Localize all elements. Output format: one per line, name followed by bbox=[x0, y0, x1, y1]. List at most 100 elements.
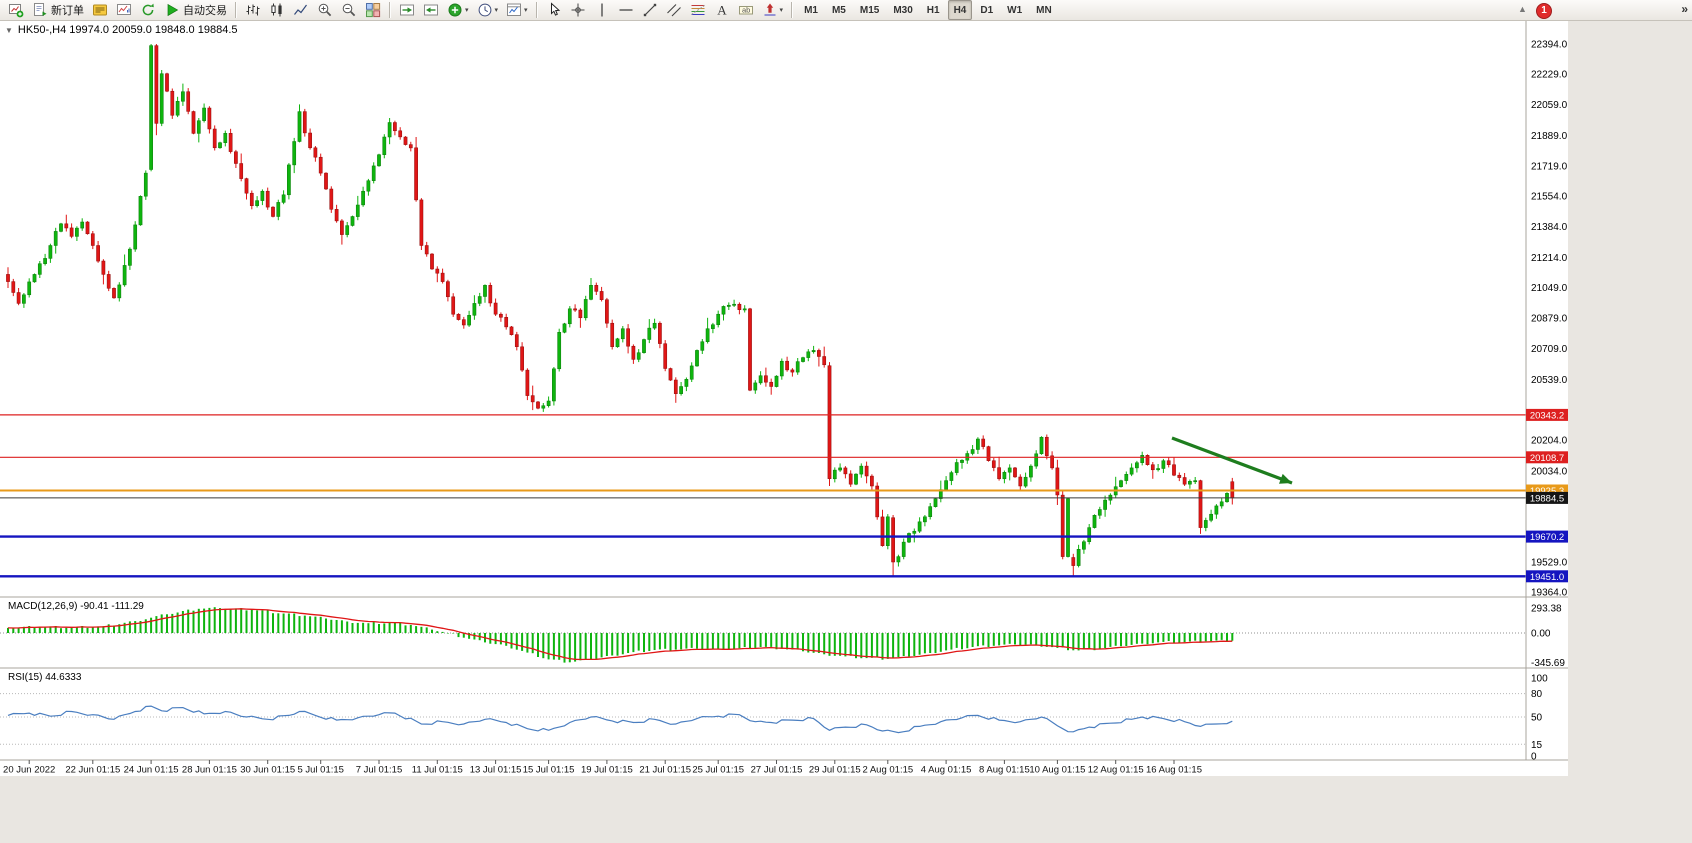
notification-badge[interactable]: 1 bbox=[1536, 3, 1552, 19]
templates-button[interactable]: ▾ bbox=[503, 0, 531, 20]
timeframe-w1-button[interactable]: W1 bbox=[1001, 0, 1028, 20]
svg-text:21889.0: 21889.0 bbox=[1531, 131, 1568, 142]
svg-text:19364.0: 19364.0 bbox=[1531, 588, 1568, 599]
timeframe-h4-button-label: H4 bbox=[953, 4, 967, 16]
crosshair-icon bbox=[570, 2, 586, 18]
channel-button[interactable] bbox=[663, 0, 685, 20]
svg-text:15: 15 bbox=[1531, 740, 1543, 751]
svg-text:-345.69: -345.69 bbox=[1531, 658, 1565, 669]
svg-text:19884.5: 19884.5 bbox=[1530, 493, 1564, 504]
autotrading-button[interactable]: 自动交易 bbox=[161, 0, 230, 20]
svg-text:0: 0 bbox=[1531, 752, 1537, 763]
zoom-out-button[interactable] bbox=[338, 0, 360, 20]
auto-scroll-button[interactable] bbox=[396, 0, 418, 20]
chart-canvas[interactable]: 22394.0 22229.0 22059.0 21889.0 21719.0 21554… bbox=[0, 21, 1568, 776]
svg-text:22059.0: 22059.0 bbox=[1531, 100, 1568, 111]
text-button[interactable]: A bbox=[711, 0, 733, 20]
time-axis-labels[interactable]: 20 Jun 2022 22 Jun 01:15 24 Jun 01:15 28 Ju… bbox=[3, 760, 1202, 776]
svg-text:27 Jul 01:15: 27 Jul 01:15 bbox=[751, 765, 803, 776]
svg-text:25 Jul 01:15: 25 Jul 01:15 bbox=[692, 765, 744, 776]
trendline-button[interactable] bbox=[639, 0, 661, 20]
workspace-empty-area-bottom bbox=[0, 776, 1568, 843]
timeframe-m15-button[interactable]: M15 bbox=[854, 0, 885, 20]
tile-windows-button[interactable] bbox=[362, 0, 384, 20]
cursor-button[interactable] bbox=[543, 0, 565, 20]
dropdown-caret-icon[interactable]: ▾ bbox=[779, 7, 784, 14]
metaeditor-button[interactable] bbox=[89, 0, 111, 20]
timeframe-mn-button[interactable]: MN bbox=[1030, 0, 1058, 20]
candlestick-chart-button[interactable] bbox=[266, 0, 288, 20]
svg-text:19 Jul 01:15: 19 Jul 01:15 bbox=[581, 765, 633, 776]
refresh-button[interactable] bbox=[137, 0, 159, 20]
chart-window: 22394.0 22229.0 22059.0 21889.0 21719.0 21554… bbox=[0, 21, 1568, 776]
price-level-lines bbox=[0, 414, 1526, 578]
toolbar-overflow-chevron-icon[interactable]: » bbox=[1681, 2, 1688, 16]
new-order-button[interactable]: 新订单 bbox=[29, 0, 87, 20]
svg-text:19451.0: 19451.0 bbox=[1530, 572, 1564, 583]
market-watch-button[interactable] bbox=[113, 0, 135, 20]
svg-text:22394.0: 22394.0 bbox=[1531, 40, 1568, 51]
periods-button[interactable]: ▾ bbox=[474, 0, 502, 20]
rsi-level-lines bbox=[0, 693, 1526, 745]
timeframe-h1-button[interactable]: H1 bbox=[921, 0, 946, 20]
template-icon bbox=[506, 2, 522, 18]
fibonacci-icon bbox=[690, 2, 706, 18]
market-watch-icon bbox=[116, 2, 132, 18]
indicators-button[interactable]: ▾ bbox=[444, 0, 472, 20]
timeframe-d1-button-label: D1 bbox=[980, 4, 994, 16]
timeframe-m30-button[interactable]: M30 bbox=[887, 0, 918, 20]
timeframe-m1-button[interactable]: M1 bbox=[798, 0, 824, 20]
line-chart-button[interactable] bbox=[290, 0, 312, 20]
timeframe-h4-button[interactable]: H4 bbox=[947, 0, 973, 20]
alert-arrow-icon[interactable]: ▲ bbox=[1518, 4, 1527, 14]
autotrading-icon bbox=[164, 2, 180, 18]
timeframe-m5-button[interactable]: M5 bbox=[826, 0, 852, 20]
timeframe-m15-button-label: M15 bbox=[859, 4, 880, 16]
new-order-button-label: 新订单 bbox=[51, 5, 84, 17]
workspace-empty-area bbox=[1568, 21, 1692, 843]
crosshair-button[interactable] bbox=[567, 0, 589, 20]
trend-arrow-head bbox=[1279, 473, 1292, 484]
zoom-in-button[interactable] bbox=[314, 0, 336, 20]
chart-title: HK50-,H4 19974.0 20059.0 19848.0 19884.5 bbox=[17, 24, 238, 36]
svg-text:28 Jun 01:15: 28 Jun 01:15 bbox=[182, 765, 237, 776]
pane-separators[interactable] bbox=[0, 21, 1568, 761]
arrows-button[interactable]: ▾ bbox=[759, 0, 787, 20]
timeframe-d1-button[interactable]: D1 bbox=[974, 0, 999, 20]
chart-shift-icon bbox=[423, 2, 439, 18]
price-axis-labels[interactable]: 22394.0 22229.0 22059.0 21889.0 21719.0 21554… bbox=[1531, 40, 1568, 599]
refresh-icon bbox=[140, 2, 156, 18]
svg-text:8 Aug 01:15: 8 Aug 01:15 bbox=[979, 765, 1030, 776]
auto-scroll-icon bbox=[399, 2, 415, 18]
new-chart-button[interactable] bbox=[5, 0, 27, 20]
toolbar-separator bbox=[791, 2, 794, 18]
trend-arrow-object[interactable] bbox=[1171, 436, 1293, 485]
horizontal-line-icon bbox=[618, 2, 634, 18]
rsi-axis-labels: 100 80 50 150 bbox=[1531, 674, 1548, 763]
fibonacci-button[interactable] bbox=[687, 0, 709, 20]
vertical-line-icon bbox=[594, 2, 610, 18]
rsi-label: RSI(15) 44.6333 bbox=[8, 672, 82, 683]
dropdown-caret-icon[interactable]: ▾ bbox=[494, 7, 499, 14]
dropdown-caret-icon[interactable]: ▾ bbox=[524, 7, 528, 14]
chart-shift-button[interactable] bbox=[420, 0, 442, 20]
macd-label: MACD(12,26,9) -90.41 -111.29 bbox=[8, 601, 144, 612]
svg-text:21214.0: 21214.0 bbox=[1531, 253, 1568, 264]
text-label-button[interactable]: ab bbox=[735, 0, 757, 20]
one-click-trading-toggle-icon[interactable]: ▼ bbox=[5, 25, 13, 35]
dropdown-caret-icon[interactable]: ▾ bbox=[465, 7, 469, 14]
svg-text:21719.0: 21719.0 bbox=[1531, 162, 1568, 173]
timeframe-m30-button-label: M30 bbox=[893, 4, 913, 16]
svg-text:7 Jul 01:15: 7 Jul 01:15 bbox=[356, 765, 402, 776]
svg-text:19670.2: 19670.2 bbox=[1530, 532, 1564, 543]
macd-histogram bbox=[7, 607, 1234, 663]
vertical-line-button[interactable] bbox=[591, 0, 613, 20]
svg-text:30 Jun 01:15: 30 Jun 01:15 bbox=[240, 765, 295, 776]
horizontal-line-button[interactable] bbox=[615, 0, 637, 20]
bar-chart-button[interactable] bbox=[242, 0, 264, 20]
label-icon: ab bbox=[738, 2, 754, 18]
price-axis-badges: 20343.2 20108.7 19925.3 19670.2 19451.0 19884… bbox=[1526, 408, 1568, 583]
